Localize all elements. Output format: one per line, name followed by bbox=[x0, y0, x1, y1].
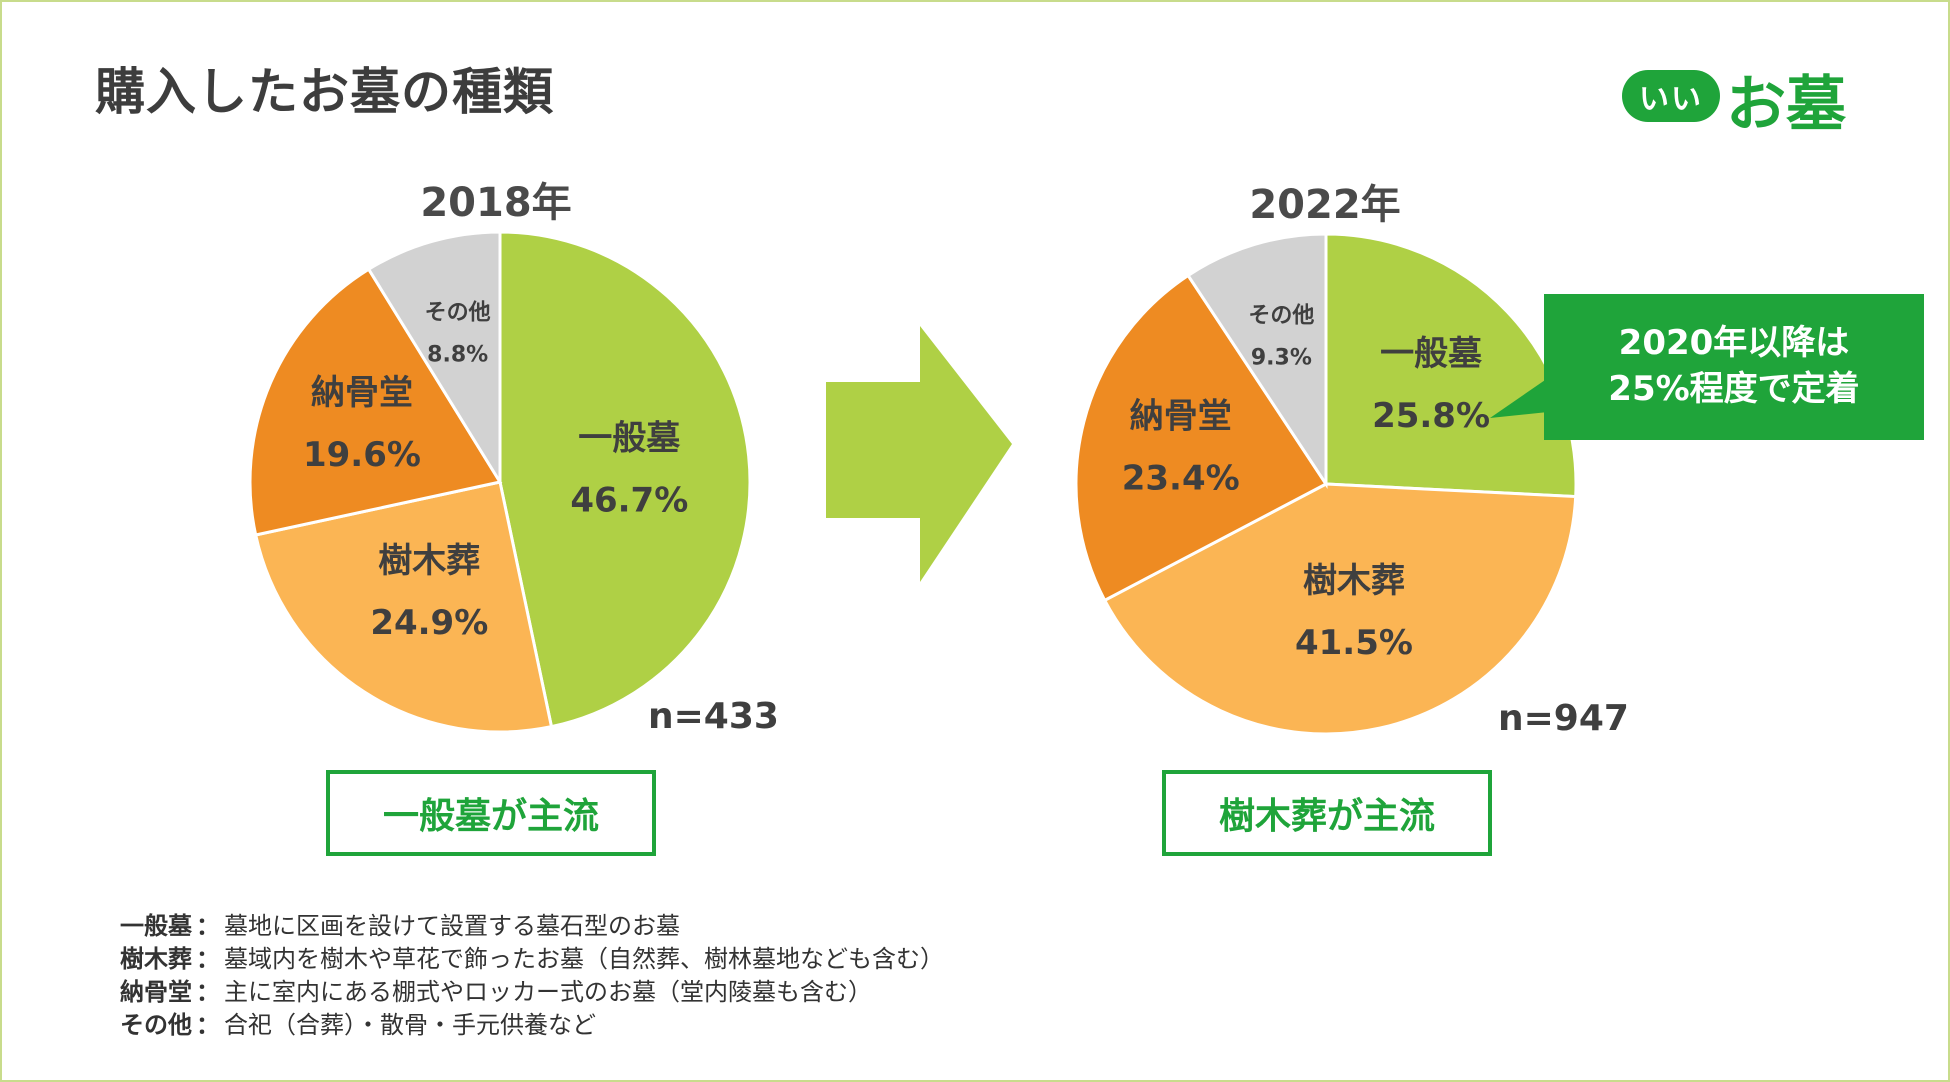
legend-row: 納骨堂：主に室内にある棚式やロッカー式のお墓（堂内陵墓も含む） bbox=[120, 976, 944, 1009]
pie-slice bbox=[248, 267, 503, 537]
slice-value-label: 9.3% bbox=[1251, 345, 1312, 370]
slice-name-label: 一般墓 bbox=[578, 418, 681, 458]
pie-chart-2022: 一般墓 25.8% 樹木葬 41.5% 納骨堂 23.4% その他 9.3% bbox=[1074, 232, 1578, 736]
pie-slice bbox=[366, 230, 502, 488]
pie-slice bbox=[1102, 482, 1578, 736]
slice-value-label: 46.7% bbox=[570, 480, 688, 520]
pie-slice bbox=[253, 480, 554, 734]
legend-term: 一般墓 bbox=[120, 912, 192, 940]
slice-value-label: 25.8% bbox=[1372, 396, 1490, 436]
slice-name-label: その他 bbox=[425, 301, 491, 326]
slice-name-label: 納骨堂 bbox=[311, 373, 413, 413]
summary-box-2022: 樹木葬が主流 bbox=[1162, 770, 1492, 856]
legend-desc: 墓域内を樹木や草花で飾ったお墓（自然葬、樹林墓地なども含む） bbox=[224, 945, 944, 973]
chart-title-2022: 2022年 bbox=[1249, 182, 1401, 228]
pie-chart-2018: 一般墓 46.7% 樹木葬 24.9% 納骨堂 19.6% その他 8.8% bbox=[248, 230, 752, 734]
arrow-icon bbox=[826, 326, 1012, 582]
legend-sep: ： bbox=[196, 1011, 220, 1039]
slice-name-label: 樹木葬 bbox=[1303, 561, 1405, 601]
legend-desc: 合祀（合葬）・散骨・手元供養など bbox=[224, 1011, 596, 1039]
pie-slice bbox=[1074, 273, 1329, 603]
slice-name-label: 納骨堂 bbox=[1130, 397, 1232, 437]
n-label-2022: n=947 bbox=[1498, 698, 1629, 739]
slice-value-label: 23.4% bbox=[1122, 459, 1240, 499]
callout-line2: 25%程度で定着 bbox=[1608, 369, 1860, 409]
chart-title-2018: 2018年 bbox=[420, 180, 572, 226]
pie-slice bbox=[1324, 232, 1578, 499]
page-title: 購入したお墓の種類 bbox=[95, 63, 554, 121]
pie-slice bbox=[1186, 232, 1328, 489]
legend-row: 一般墓：墓地に区画を設けて設置する墓石型のお墓 bbox=[120, 910, 944, 943]
summary-box-2018: 一般墓が主流 bbox=[326, 770, 656, 856]
legend-term: 樹木葬 bbox=[120, 945, 192, 973]
logo-mark: いい bbox=[1622, 70, 1720, 122]
logo-text: お墓 bbox=[1726, 70, 1846, 140]
pie-slice bbox=[498, 230, 752, 729]
slice-name-label: 樹木葬 bbox=[378, 541, 480, 581]
slice-name-label: その他 bbox=[1248, 303, 1314, 328]
callout-pointer bbox=[1490, 378, 1548, 418]
slice-value-label: 19.6% bbox=[303, 435, 421, 475]
slice-value-label: 41.5% bbox=[1295, 623, 1413, 663]
legend-term: その他 bbox=[120, 1011, 192, 1039]
legend-row: 樹木葬：墓域内を樹木や草花で飾ったお墓（自然葬、樹林墓地なども含む） bbox=[120, 943, 944, 976]
legend-sep: ： bbox=[196, 945, 220, 973]
slice-name-label: 一般墓 bbox=[1380, 334, 1483, 374]
legend-term: 納骨堂 bbox=[120, 978, 192, 1006]
n-label-2018: n=433 bbox=[648, 696, 779, 737]
slice-value-label: 8.8% bbox=[427, 343, 488, 368]
legend-desc: 墓地に区画を設けて設置する墓石型のお墓 bbox=[224, 912, 680, 940]
legend-sep: ： bbox=[196, 978, 220, 1006]
slice-value-label: 24.9% bbox=[370, 603, 488, 643]
legend-sep: ： bbox=[196, 912, 220, 940]
callout-box: 2020年以降は 25%程度で定着 bbox=[1544, 294, 1924, 440]
legend-row: その他：合祀（合葬）・散骨・手元供養など bbox=[120, 1009, 944, 1042]
legend-desc: 主に室内にある棚式やロッカー式のお墓（堂内陵墓も含む） bbox=[224, 978, 872, 1006]
callout-line1: 2020年以降は bbox=[1618, 323, 1850, 364]
legend: 一般墓：墓地に区画を設けて設置する墓石型のお墓 樹木葬：墓域内を樹木や草花で飾っ… bbox=[120, 910, 944, 1042]
